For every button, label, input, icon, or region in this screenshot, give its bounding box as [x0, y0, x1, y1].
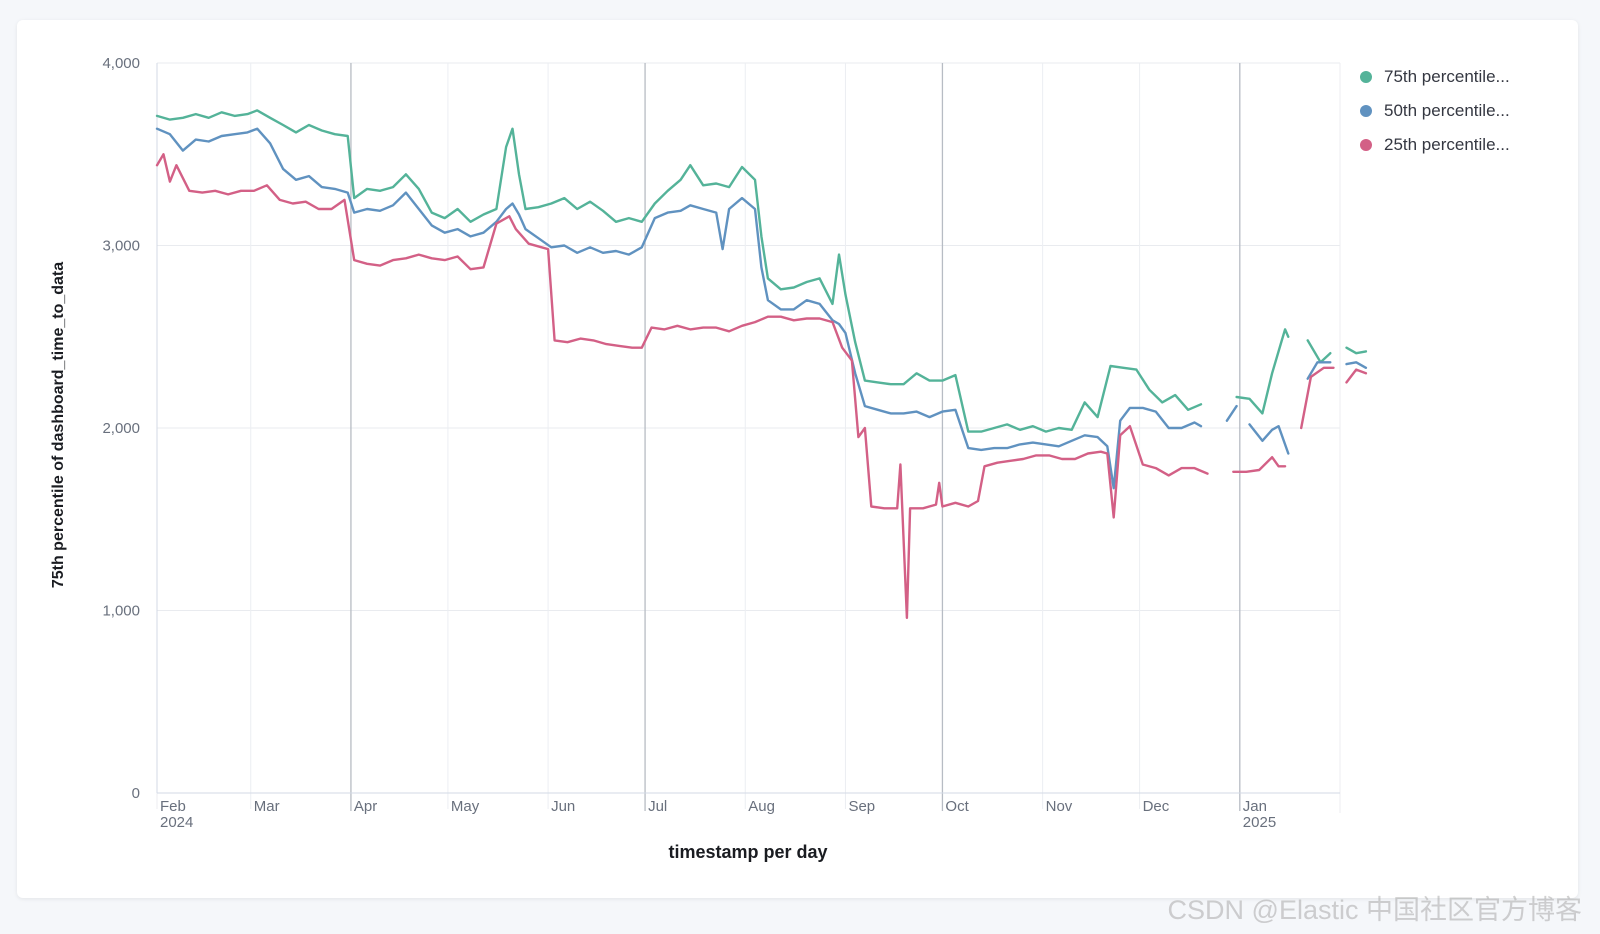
legend-dot-icon: [1360, 139, 1372, 151]
x-tick-label: Oct: [945, 798, 969, 815]
x-tick-label: Jul: [648, 798, 667, 815]
legend-item-50th[interactable]: 50th percentile...: [1360, 94, 1560, 128]
legend-label: 75th percentile...: [1384, 67, 1510, 86]
x-tick-label: Sep: [848, 798, 875, 815]
legend-dot-icon: [1360, 71, 1372, 83]
x-tick-label: Apr: [354, 798, 377, 815]
x-tick-sublabel: 2024: [160, 814, 193, 831]
series-line-25th[interactable]: [155, 153, 1368, 619]
y-tick-label: 1,000: [102, 603, 140, 620]
x-tick-label: Feb: [160, 798, 186, 815]
watermark: CSDN @Elastic 中国社区官方博客: [1167, 895, 1582, 925]
x-tick-label: Jan: [1243, 798, 1267, 815]
series-line-75th[interactable]: [155, 109, 1368, 433]
y-tick-label: 4,000: [102, 55, 140, 72]
x-tick-label: Dec: [1143, 798, 1170, 815]
y-axis-title: 75th percentile of dashboard_time_to_dat…: [50, 261, 67, 589]
chart-panel: [17, 20, 1578, 898]
legend: 75th percentile... 50th percentile... 25…: [1360, 60, 1560, 162]
legend-label: 50th percentile...: [1384, 101, 1510, 120]
legend-dot-icon: [1360, 105, 1372, 117]
x-axis-title: timestamp per day: [668, 842, 828, 862]
series-lines[interactable]: [155, 109, 1368, 619]
x-tick-sublabel: 2025: [1243, 814, 1276, 831]
series-line-50th[interactable]: [155, 127, 1368, 490]
x-tick-label: Mar: [254, 798, 280, 815]
y-tick-label: 3,000: [102, 238, 140, 255]
grid-lines: [156, 62, 1340, 811]
x-tick-label: Nov: [1046, 798, 1073, 815]
x-tick-label: May: [451, 798, 480, 815]
x-tick-label: Jun: [551, 798, 575, 815]
legend-item-25th[interactable]: 25th percentile...: [1360, 128, 1560, 162]
y-tick-label: 2,000: [102, 420, 140, 437]
legend-item-75th[interactable]: 75th percentile...: [1360, 60, 1560, 94]
x-tick-label: Aug: [748, 798, 775, 815]
legend-label: 25th percentile...: [1384, 135, 1510, 154]
y-tick-label: 0: [132, 785, 140, 802]
